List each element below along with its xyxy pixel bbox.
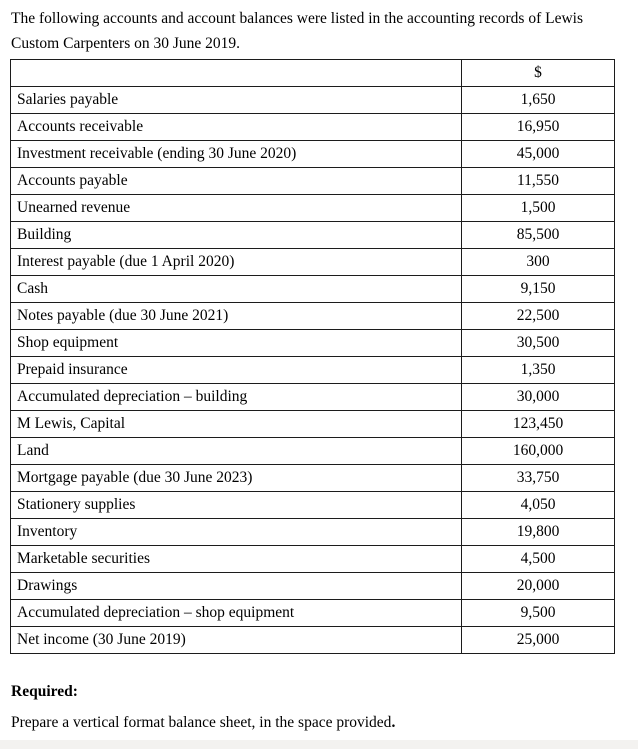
table-row: Net income (30 June 2019) 25,000 <box>10 626 615 654</box>
table-row: Stationery supplies 4,050 <box>10 491 615 519</box>
table-row: M Lewis, Capital 123,450 <box>10 410 615 438</box>
amount-header-cell: $ <box>461 59 615 87</box>
account-name-cell: Accounts receivable <box>10 113 462 141</box>
amount-cell: 25,000 <box>461 626 615 654</box>
accounts-table: $ Salaries payable 1,650 Accounts receivab… <box>10 59 615 654</box>
amount-cell: 22,500 <box>461 302 615 330</box>
table-row: Accumulated depreciation – shop equipmen… <box>10 599 615 627</box>
account-name-cell: M Lewis, Capital <box>10 410 462 438</box>
amount-cell: 9,500 <box>461 599 615 627</box>
instruction-main: Prepare a vertical format balance sheet,… <box>11 714 392 731</box>
table-row: Accounts receivable 16,950 <box>10 113 615 141</box>
accounts-table-body: Salaries payable 1,650 Accounts receivable… <box>10 86 615 654</box>
table-row: Mortgage payable (due 30 June 2023) 33,75… <box>10 464 615 492</box>
account-name-cell: Mortgage payable (due 30 June 2023) <box>10 464 462 492</box>
table-row: Accumulated depreciation – building 30,00… <box>10 383 615 411</box>
account-name-cell: Inventory <box>10 518 462 546</box>
instruction-text: Prepare a vertical format balance sheet,… <box>11 714 638 732</box>
amount-cell: 300 <box>461 248 615 276</box>
account-name-cell: Investment receivable (ending 30 June 20… <box>10 140 462 168</box>
account-name-cell: Accounts payable <box>10 167 462 195</box>
amount-cell: 1,500 <box>461 194 615 222</box>
amount-cell: 30,000 <box>461 383 615 411</box>
account-name-cell: Unearned revenue <box>10 194 462 222</box>
table-row: Cash 9,150 <box>10 275 615 303</box>
account-name-cell: Marketable securities <box>10 545 462 573</box>
table-row: Shop equipment 30,500 <box>10 329 615 357</box>
amount-cell: 20,000 <box>461 572 615 600</box>
amount-cell: 160,000 <box>461 437 615 465</box>
amount-cell: 1,350 <box>461 356 615 384</box>
account-name-cell: Cash <box>10 275 462 303</box>
table-row: Drawings 20,000 <box>10 572 615 600</box>
table-row: Accounts payable 11,550 <box>10 167 615 195</box>
table-header-row: $ <box>10 59 615 87</box>
amount-cell: 30,500 <box>461 329 615 357</box>
account-name-cell: Land <box>10 437 462 465</box>
account-name-cell: Interest payable (due 1 April 2020) <box>10 248 462 276</box>
amount-cell: 33,750 <box>461 464 615 492</box>
table-row: Notes payable (due 30 June 2021) 22,500 <box>10 302 615 330</box>
account-name-cell: Prepaid insurance <box>10 356 462 384</box>
amount-cell: 4,500 <box>461 545 615 573</box>
table-row: Salaries payable 1,650 <box>10 86 615 114</box>
amount-cell: 9,150 <box>461 275 615 303</box>
account-name-cell: Building <box>10 221 462 249</box>
account-name-cell: Drawings <box>10 572 462 600</box>
amount-cell: 1,650 <box>461 86 615 114</box>
amount-cell: 85,500 <box>461 221 615 249</box>
amount-cell: 16,950 <box>461 113 615 141</box>
amount-cell: 123,450 <box>461 410 615 438</box>
account-name-header-cell <box>10 59 462 87</box>
account-name-cell: Notes payable (due 30 June 2021) <box>10 302 462 330</box>
account-name-cell: Salaries payable <box>10 86 462 114</box>
required-section: Required: Prepare a vertical format bala… <box>11 683 638 732</box>
instruction-period: . <box>391 714 396 731</box>
table-row: Marketable securities 4,500 <box>10 545 615 573</box>
table-row: Interest payable (due 1 April 2020) 300 <box>10 248 615 276</box>
account-name-cell: Accumulated depreciation – shop equipmen… <box>10 599 462 627</box>
amount-cell: 11,550 <box>461 167 615 195</box>
account-name-cell: Stationery supplies <box>10 491 462 519</box>
table-row: Investment receivable (ending 30 June 20… <box>10 140 615 168</box>
table-row: Prepaid insurance 1,350 <box>10 356 615 384</box>
account-name-cell: Accumulated depreciation – building <box>10 383 462 411</box>
amount-cell: 4,050 <box>461 491 615 519</box>
intro-text: The following accounts and account balan… <box>11 10 584 52</box>
account-name-cell: Shop equipment <box>10 329 462 357</box>
table-row: Unearned revenue 1,500 <box>10 194 615 222</box>
amount-cell: 19,800 <box>461 518 615 546</box>
table-row: Inventory 19,800 <box>10 518 615 546</box>
account-name-cell: Net income (30 June 2019) <box>10 626 462 654</box>
table-row: Building 85,500 <box>10 221 615 249</box>
required-label: Required: <box>11 683 78 700</box>
bottom-edge-strip <box>0 740 638 749</box>
table-row: Land 160,000 <box>10 437 615 465</box>
amount-cell: 45,000 <box>461 140 615 168</box>
